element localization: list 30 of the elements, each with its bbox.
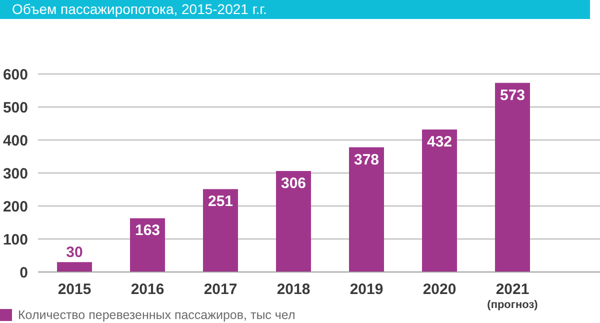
data-label: 432 [426,133,452,150]
y-tick-label: 400 [2,132,28,150]
bar [203,189,238,272]
data-label: 573 [500,86,526,104]
data-label: 30 [66,244,83,262]
x-tick-label: 2020 [422,281,456,298]
y-tick-label: 500 [2,99,28,116]
bar [495,82,530,272]
bar [276,171,311,272]
y-tick-label: 0 [20,264,28,282]
data-label: 251 [208,193,234,210]
y-tick-label: 200 [2,198,28,216]
legend-label: Количество перевезенных пассажиров, тыс чел [18,308,296,322]
y-tick-label: 300 [2,165,28,182]
x-tick-label: 2019 [350,281,384,298]
x-tick-label: 2015 [58,281,92,298]
y-tick-label: 100 [2,231,28,248]
bar [57,262,92,272]
y-tick-label: 600 [2,66,28,84]
bar [422,129,457,272]
bar [349,147,384,272]
bar [130,218,165,272]
data-label: 163 [134,222,160,240]
x-tick-label: 2016 [130,281,164,298]
x-tick-label: 2021 (прогноз) [487,281,538,311]
chart-title: Объем пассажиропотока, 2015-2021 г.г. [12,1,267,17]
data-label: 306 [280,175,306,192]
x-tick-label: 2017 [204,281,238,298]
data-label: 378 [354,151,380,168]
x-tick-label: 2018 [276,281,310,298]
